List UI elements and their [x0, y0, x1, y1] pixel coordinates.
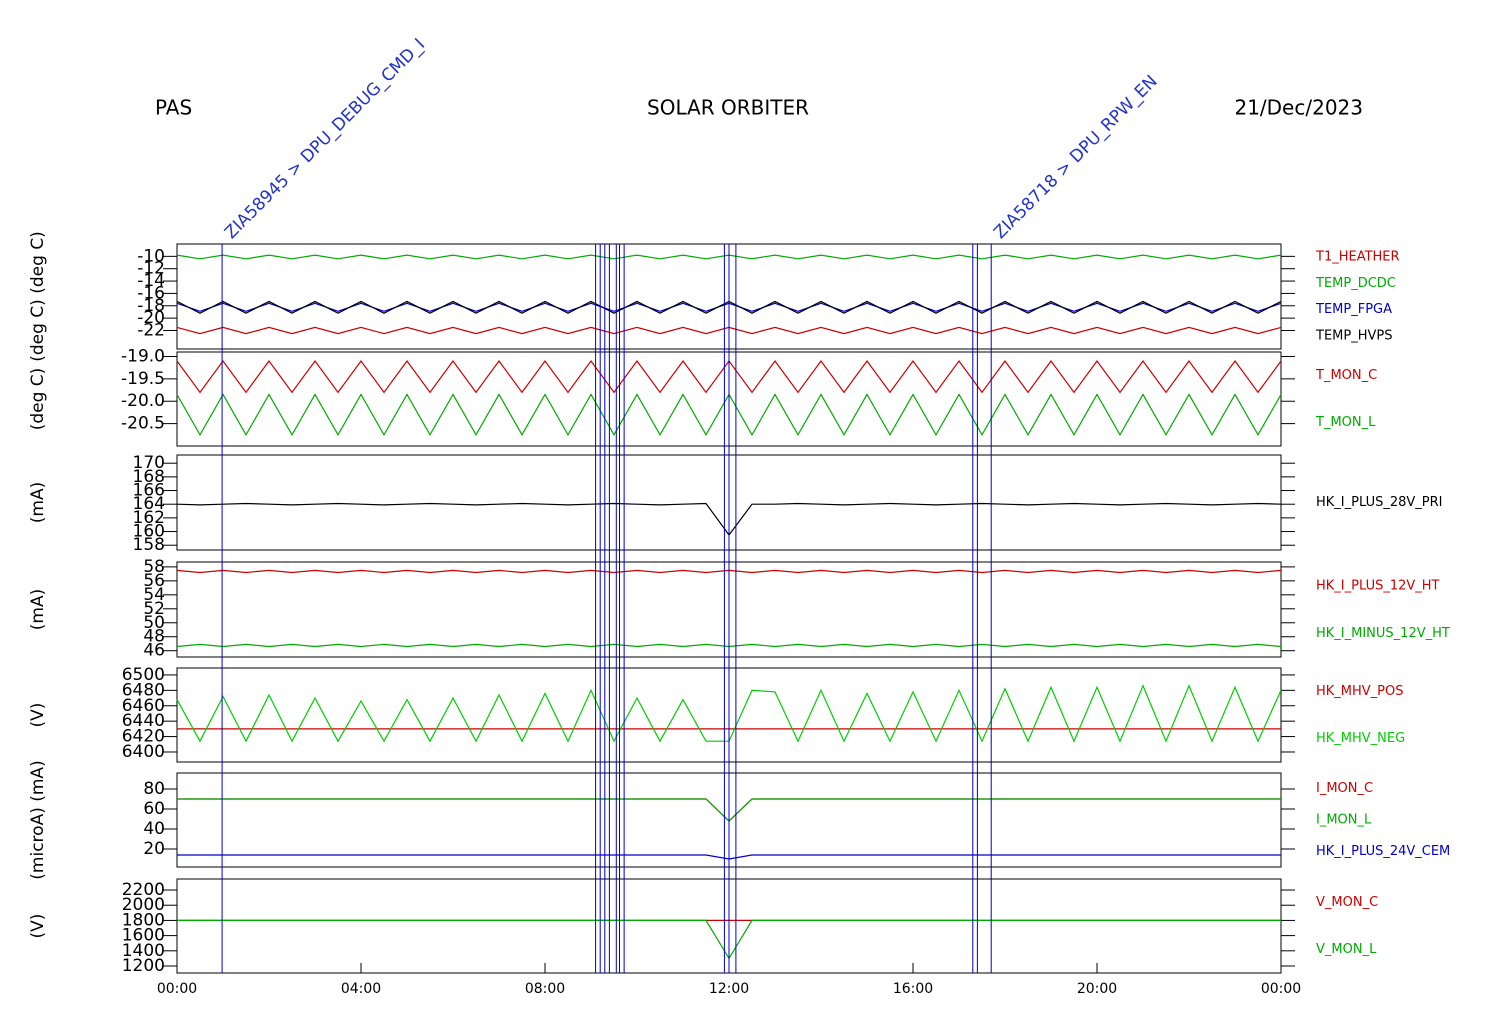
header-left: PAS — [155, 96, 192, 120]
event-label: ZIA58718 > DPU_RPW_EN — [990, 72, 1162, 244]
y-tick-label: 1600 — [122, 926, 165, 946]
y-tick-label: 160 — [133, 522, 165, 542]
y-tick-label: 6400 — [122, 742, 165, 762]
legend-entry: HK_I_MINUS_12V_HT — [1316, 626, 1450, 641]
y-tick-label: 1800 — [122, 910, 165, 930]
y-tick-label: 1400 — [122, 941, 165, 961]
y-tick-label: 52 — [143, 599, 165, 619]
header-center: SOLAR ORBITER — [647, 96, 809, 120]
y-tick-label: 168 — [133, 467, 165, 487]
y-tick-label: 80 — [143, 779, 165, 799]
x-tick-label: 00:00 — [157, 981, 197, 997]
y-tick-label: 20 — [143, 839, 165, 859]
y-tick-label: -22 — [137, 320, 165, 340]
y-tick-label: -20.0 — [121, 391, 165, 411]
y-tick-label: -20.5 — [121, 414, 165, 434]
y-tick-label: -10 — [137, 246, 165, 266]
y-tick-label: 6480 — [122, 680, 165, 700]
x-tick-label: 04:00 — [341, 981, 381, 997]
y-tick-label: 54 — [143, 585, 165, 605]
y-tick-label: 158 — [133, 535, 165, 555]
legend-entry: V_MON_L — [1316, 942, 1377, 957]
y-tick-label: 6420 — [122, 727, 165, 747]
y-tick-label: 6460 — [122, 696, 165, 716]
y-tick-label: -19.0 — [121, 346, 165, 366]
y-axis-label: (V) — [28, 703, 48, 728]
legend-entry: T1_HEATHER — [1315, 250, 1400, 265]
y-tick-label: -14 — [137, 271, 165, 291]
legend-entry: TEMP_HVPS — [1315, 328, 1392, 343]
y-tick-label: 60 — [143, 799, 165, 819]
y-tick-label: 46 — [143, 641, 165, 661]
legend-entry: I_MON_L — [1316, 813, 1372, 828]
x-tick-label: 08:00 — [525, 981, 565, 997]
y-tick-label: 6500 — [122, 665, 165, 685]
y-axis-label: (microA) (mA) — [28, 760, 48, 879]
y-tick-label: 58 — [143, 557, 165, 577]
y-tick-label: 162 — [133, 508, 165, 528]
y-tick-label: 1200 — [122, 956, 165, 976]
y-tick-label: 170 — [133, 453, 165, 473]
legend-entry: V_MON_C — [1316, 895, 1378, 910]
x-tick-label: 12:00 — [709, 981, 749, 997]
y-tick-label: 48 — [143, 627, 165, 647]
legend-entry: HK_I_PLUS_24V_CEM — [1316, 844, 1450, 859]
y-tick-label: 2200 — [122, 880, 165, 900]
legend-entry: T_MON_L — [1315, 415, 1376, 430]
y-tick-label: 6440 — [122, 711, 165, 731]
event-label: ZIA58945 > DPU_DEBUG_CMD_I — [221, 35, 429, 243]
legend-entry: HK_MHV_NEG — [1316, 731, 1405, 746]
y-tick-label: 40 — [143, 819, 165, 839]
y-axis-label: (V) — [28, 914, 48, 939]
y-tick-label: -16 — [137, 283, 165, 303]
y-tick-label: -20 — [137, 308, 165, 328]
legend-entry: T_MON_C — [1315, 368, 1377, 383]
y-axis-label: (mA) — [28, 589, 48, 630]
legend-entry: I_MON_C — [1316, 781, 1373, 796]
y-tick-label: 2000 — [122, 895, 165, 915]
y-tick-label: 50 — [143, 613, 165, 633]
y-tick-label: -18 — [137, 296, 165, 316]
header-right: 21/Dec/2023 — [1234, 96, 1363, 120]
y-axis-label: (deg C) — [28, 368, 48, 431]
x-tick-label: 00:00 — [1261, 981, 1301, 997]
y-axis-label: (deg C) (deg C) — [28, 231, 48, 362]
y-tick-label: -19.5 — [121, 369, 165, 389]
legend-entry: HK_I_PLUS_28V_PRI — [1316, 495, 1442, 510]
legend-entry: TEMP_DCDC — [1315, 276, 1396, 291]
y-tick-label: 164 — [133, 494, 165, 514]
y-axis-label: (mA) — [28, 482, 48, 523]
y-tick-label: -12 — [137, 259, 165, 279]
x-tick-label: 16:00 — [893, 981, 933, 997]
legend-entry: HK_I_PLUS_12V_HT — [1316, 578, 1440, 593]
legend-entry: HK_MHV_POS — [1316, 684, 1404, 699]
x-tick-label: 20:00 — [1077, 981, 1117, 997]
y-tick-label: 56 — [143, 571, 165, 591]
legend-entry: TEMP_FPGA — [1315, 302, 1392, 317]
y-tick-label: 166 — [133, 481, 165, 501]
